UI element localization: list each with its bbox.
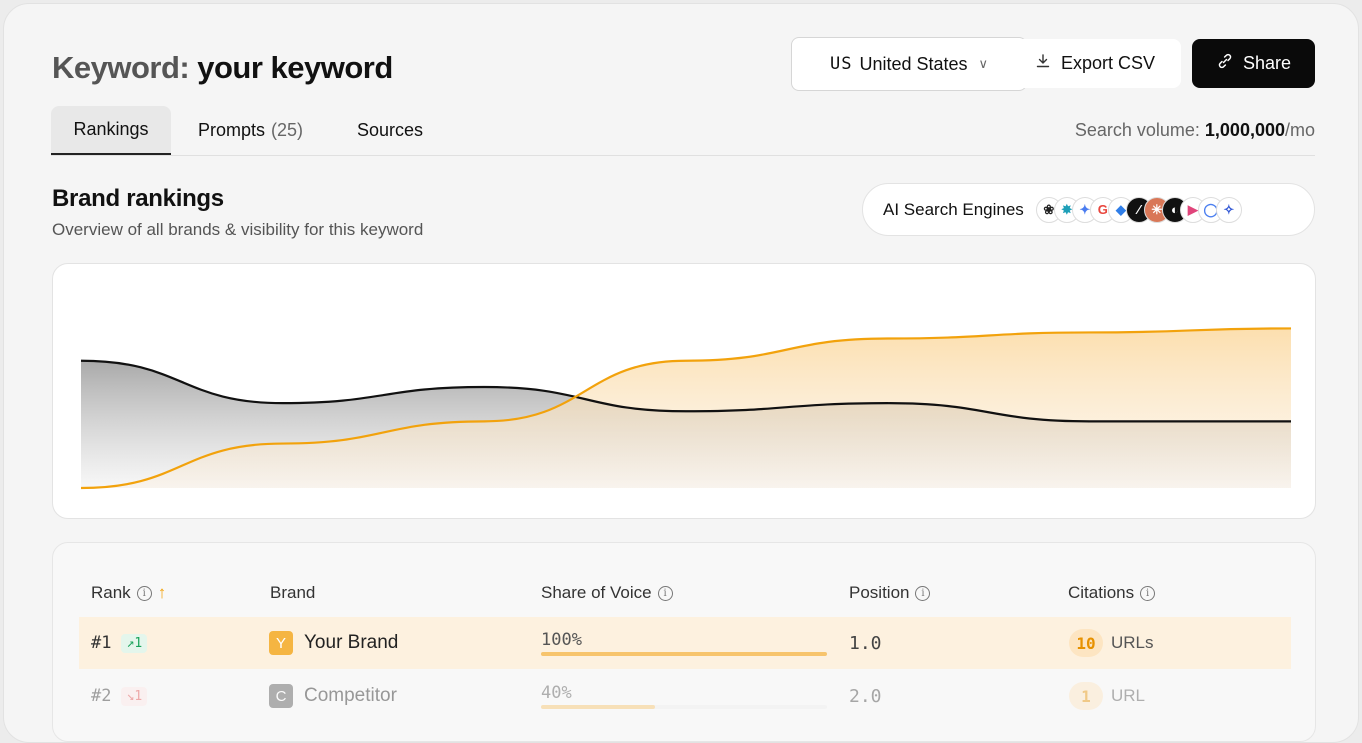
country-code: US (829, 54, 853, 74)
country-select[interactable]: US United States ∨ (791, 37, 1027, 91)
engine-icon-stack: ❀ ✸ ✦ G ◆ ∕ ✳ ◐ ▶ ◯ ✧ (1035, 196, 1242, 223)
section-subtitle: Overview of all brands & visibility for … (52, 220, 424, 239)
trend-down-icon: ↘ (126, 688, 135, 704)
link-icon (1216, 52, 1234, 75)
tab-count: (25) (271, 120, 304, 140)
volume-label: Search volume: (1074, 120, 1200, 140)
tab-bar: Rankings Prompts (25) Sources Search volu… (51, 106, 1315, 156)
trend-up-icon: ↗ (126, 635, 135, 651)
tab-label: Rankings (73, 119, 149, 139)
sov-cell: 100% (541, 617, 827, 669)
sov-bar-fill (541, 705, 656, 709)
info-icon: i (915, 585, 931, 601)
citations-cell: 1 URL (1069, 670, 1145, 722)
search-volume: Search volume: 1,000,000/mo (1075, 120, 1315, 141)
rankings-chart (52, 263, 1316, 519)
sov-bar (541, 652, 827, 656)
citations-unit: URLs (1111, 633, 1154, 652)
col-header-brand: Brand (270, 583, 315, 603)
sov-bar (541, 705, 827, 709)
trend-value: 1 (134, 688, 143, 704)
position-value: 1.0 (849, 632, 882, 654)
col-label: Rank (91, 583, 131, 602)
tab-sources[interactable]: Sources (357, 106, 423, 155)
sov-cell: 40% (541, 670, 827, 722)
tab-rankings[interactable]: Rankings (51, 106, 171, 155)
series-line-1 (80, 327, 1292, 490)
position-value: 2.0 (849, 685, 882, 707)
chart-svg (80, 327, 1292, 490)
citations-count[interactable]: 10 (1069, 629, 1103, 657)
rank-cell: #1 ↗1 (91, 617, 148, 669)
brand-name: Competitor (304, 685, 397, 706)
title-prefix: Keyword: (52, 50, 190, 85)
rank-cell: #2 ↘1 (91, 670, 148, 722)
col-header-rank[interactable]: Rank i ↑ (91, 583, 166, 603)
volume-value: 1,000,000 (1204, 120, 1285, 140)
country-name: United States (859, 53, 968, 74)
section-title: Brand rankings (52, 185, 224, 212)
export-csv-button[interactable]: Export CSV (1009, 39, 1181, 88)
keyword-name: your keyword (197, 50, 393, 85)
download-icon (1035, 53, 1051, 74)
rank-value: #2 (91, 686, 112, 706)
brand-cell: C Competitor (269, 670, 397, 722)
col-label: Brand (270, 583, 316, 602)
brand-name: Your Brand (304, 632, 399, 653)
rankings-table: Rank i ↑ Brand Share of Voice i Position… (52, 542, 1316, 742)
citations-count[interactable]: 1 (1069, 682, 1103, 710)
brand-avatar: C (269, 684, 293, 708)
tab-label: Prompts (198, 120, 266, 140)
share-button[interactable]: Share (1192, 39, 1315, 88)
page-title: Keyword: your keyword (52, 50, 393, 86)
sov-value: 100% (541, 630, 582, 650)
brand-avatar: Y (269, 631, 293, 655)
col-label: Share of Voice (541, 583, 652, 602)
brand-cell: Y Your Brand (269, 617, 398, 669)
sov-bar-fill (541, 652, 827, 656)
table-row[interactable]: #1 ↗1 Y Your Brand 100% 1.0 10 URLs (79, 617, 1291, 669)
info-icon: i (1140, 585, 1156, 601)
citations-cell: 10 URLs (1069, 617, 1154, 669)
trend-badge: ↗1 (121, 633, 148, 653)
chevron-down-icon: ∨ (978, 56, 989, 71)
sort-up-icon[interactable]: ↑ (157, 583, 167, 602)
export-label: Export CSV (1060, 53, 1156, 73)
col-header-citations: Citations i (1068, 583, 1156, 603)
col-header-sov: Share of Voice i (541, 583, 673, 603)
tab-prompts[interactable]: Prompts (25) (198, 106, 303, 155)
col-header-position: Position i (849, 583, 931, 603)
series-line-0 (80, 359, 1291, 423)
trend-value: 1 (134, 635, 143, 651)
table-row[interactable]: #2 ↘1 C Competitor 40% 2.0 1 URL (79, 670, 1291, 722)
sov-value: 40% (541, 683, 572, 703)
series-area-1 (81, 328, 1291, 488)
ai-engines-filter[interactable]: AI Search Engines ❀ ✸ ✦ G ◆ ∕ ✳ ◐ ▶ ◯ ✧ (862, 183, 1315, 236)
citations-unit: URL (1111, 686, 1146, 705)
volume-unit: /mo (1284, 120, 1315, 140)
trend-badge: ↘1 (121, 686, 148, 706)
tab-label: Sources (357, 120, 424, 140)
info-icon: i (657, 585, 673, 601)
col-label: Citations (1068, 583, 1135, 602)
rank-value: #1 (91, 633, 112, 653)
share-label: Share (1242, 53, 1292, 73)
info-icon: i (136, 585, 152, 601)
engines-label: AI Search Engines (883, 199, 1024, 219)
col-label: Position (849, 583, 910, 602)
mistral-icon: ✧ (1215, 196, 1242, 223)
